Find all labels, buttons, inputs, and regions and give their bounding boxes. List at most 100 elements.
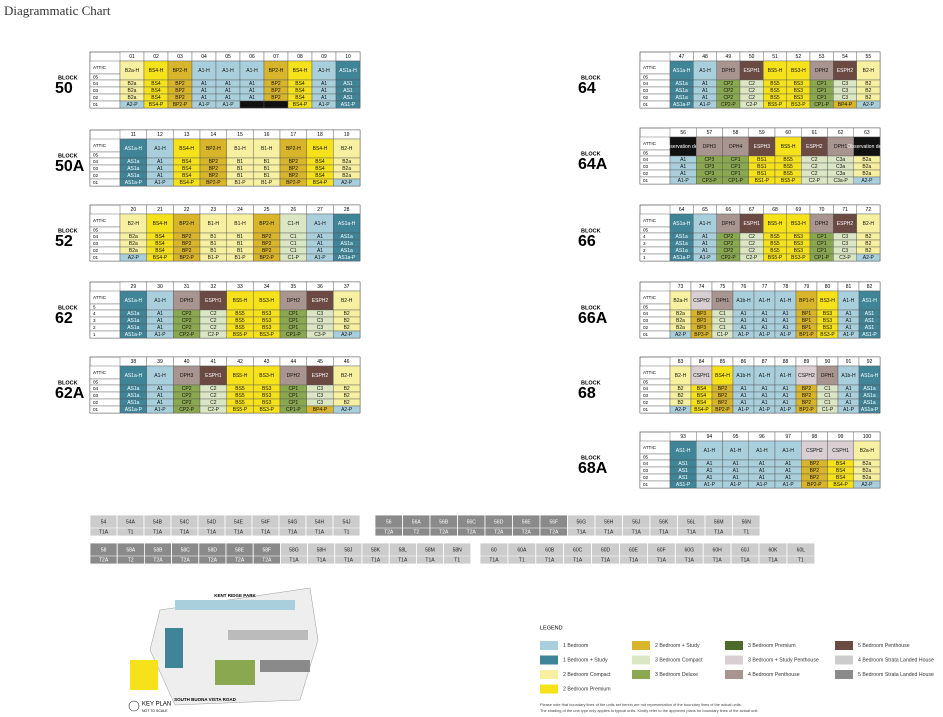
house-name: 58F: [262, 547, 271, 553]
unit-code: DPH3: [180, 298, 194, 304]
unit-code: AS1a: [863, 386, 875, 392]
unit-code: CP1: [817, 234, 827, 240]
unit-code: AS1a-P: [125, 407, 143, 413]
unit-code: B2a-H: [125, 68, 140, 74]
floor-label: 01: [93, 255, 99, 260]
house-name: 58J: [344, 547, 353, 553]
unit-code: A1-H: [154, 146, 166, 152]
unit-code: AS1a: [676, 81, 688, 87]
unit-cell: [858, 405, 881, 414]
unit-code: CP2-P: [179, 332, 194, 338]
unit-code: A1: [317, 241, 323, 247]
unit-code: B1: [237, 241, 243, 247]
unit-code: A2-P: [341, 407, 353, 413]
unit-code: A1: [733, 475, 739, 481]
unit-code: AS1a: [127, 311, 139, 317]
unit-code: C3: [317, 393, 324, 399]
unit-code: A1-P: [843, 332, 855, 338]
unit-code: A1: [782, 318, 788, 324]
unit-number: 37: [344, 284, 350, 290]
block-number: 50: [55, 80, 73, 97]
house-name: 56L: [687, 519, 696, 525]
block-number: 68A: [578, 460, 608, 477]
unit-cell: [856, 253, 881, 262]
unit-code: B2a: [129, 234, 138, 240]
unit-number: 98: [812, 434, 818, 440]
unit-code: A1: [759, 461, 765, 467]
unit-code: BS5: [235, 325, 245, 331]
unit-code: A1: [317, 234, 323, 240]
unit-code: AS1a: [676, 95, 688, 101]
unit-code: CP3: [705, 164, 715, 170]
floor-label: 03: [93, 393, 99, 398]
unit-number: 95: [733, 434, 739, 440]
unit-number: 26: [291, 207, 297, 213]
unit-code: C1: [290, 241, 297, 247]
unit-cell: [239, 100, 265, 109]
unit-code: BS5: [235, 311, 245, 317]
unit-code: A2-P: [863, 255, 875, 261]
legend-swatch: [540, 641, 558, 650]
unit-number: 52: [796, 54, 802, 60]
house-type: T1A: [99, 530, 109, 536]
unit-number: 19: [344, 132, 350, 138]
unit-number: 27: [317, 207, 323, 213]
floor-label: 05: [93, 75, 99, 80]
unit-code: C1: [290, 234, 297, 240]
unit-code: ESPH3: [754, 144, 771, 150]
floor-label: ATTIC: [643, 141, 657, 146]
block-number: 64A: [578, 156, 608, 173]
key-plan-subtitle: NOT TO SCALE: [142, 709, 168, 713]
unit-code: C2: [210, 400, 217, 406]
unit-code: AS1a-P: [338, 255, 356, 261]
unit-code: C2: [811, 171, 818, 177]
unit-code: B2a-H: [860, 448, 875, 454]
block-number: 66: [578, 233, 596, 250]
unit-number: 53: [819, 54, 825, 60]
unit-code: B1: [237, 173, 243, 179]
floor-label: 02: [643, 95, 649, 100]
unit-code: B2a: [129, 241, 138, 247]
house-type: T1A: [659, 530, 669, 536]
unit-code: A1-H: [314, 221, 326, 227]
unit-code: BS4-H: [179, 146, 194, 152]
unit-number: 24: [237, 207, 243, 213]
unit-code: AS1-H: [862, 298, 877, 304]
legend-swatch: [835, 670, 853, 679]
legend-label: 3 Bedroom Premium: [748, 643, 796, 649]
unit-number: 72: [866, 207, 872, 213]
unit-code: BS4: [295, 88, 305, 94]
unit-code: BS3: [262, 386, 272, 392]
unit-code: BS4: [697, 393, 707, 399]
legend-swatch: [632, 655, 650, 665]
unit-code: AS1a-H: [338, 221, 356, 227]
house-name: 54J: [342, 519, 351, 525]
unit-code: A1: [761, 400, 767, 406]
unit-code: B2a: [342, 166, 351, 172]
unit-code: BP2: [262, 241, 272, 247]
unit-code: ESPH1: [205, 373, 222, 379]
unit-code: C1: [719, 318, 726, 324]
floor-label: ATTIC: [643, 65, 657, 70]
legend-label: 4 Bedroom Strata Landed House: [858, 658, 934, 664]
house-name: 54G: [288, 519, 298, 525]
unit-code: A1: [157, 173, 163, 179]
house-type: T1A: [740, 558, 750, 564]
unit-code: B2a: [676, 325, 685, 331]
unit-code: C2: [748, 248, 755, 254]
floor-label: 04: [93, 159, 99, 164]
unit-number: 74: [699, 284, 705, 290]
unit-code: A2-P: [341, 180, 353, 186]
block-number: 62A: [55, 385, 85, 402]
legend-swatch: [835, 641, 853, 650]
unit-code: BP2: [718, 393, 728, 399]
unit-code: BP2-H: [206, 146, 221, 152]
unit-number: 46: [344, 359, 350, 365]
floor-label: 02: [93, 173, 99, 178]
unit-code: B2-H: [341, 373, 353, 379]
site-block: [130, 660, 158, 690]
legend-label: 3 Bedroom Deluxe: [655, 672, 698, 678]
unit-code: A1: [680, 157, 686, 163]
block-number: 66A: [578, 310, 608, 327]
unit-code: AS1-H: [676, 448, 691, 454]
